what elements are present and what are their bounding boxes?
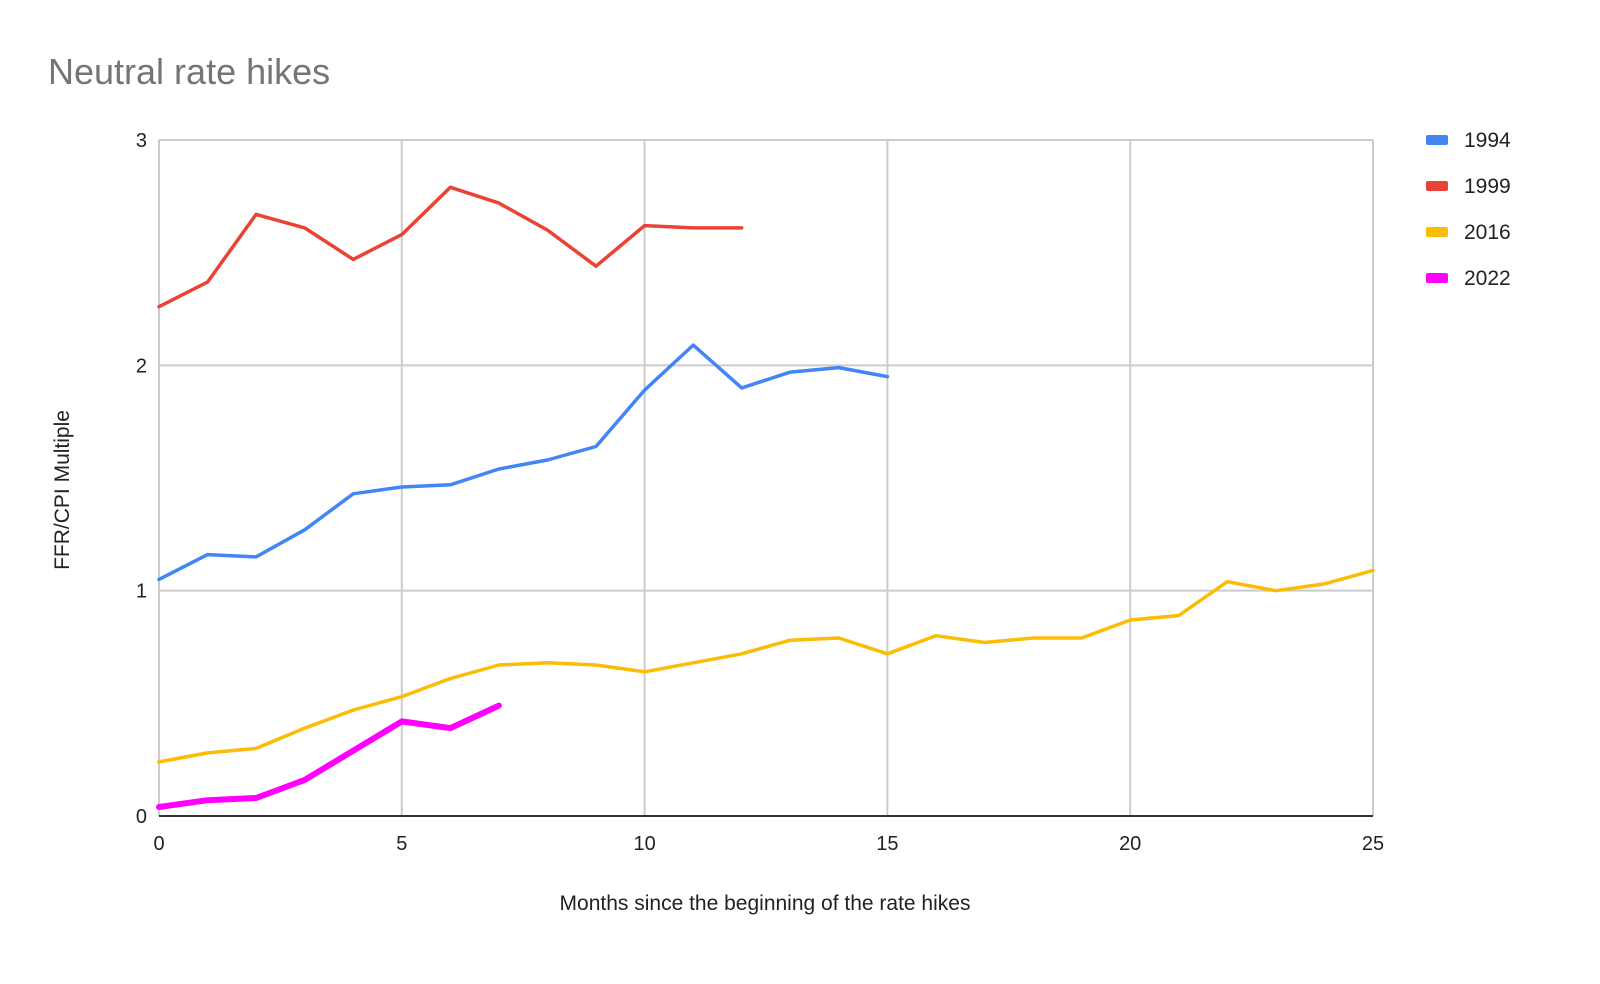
y-tick-label: 3 [136, 130, 147, 152]
y-tick-label: 1 [136, 581, 147, 603]
y-tick-label: 2 [136, 355, 147, 377]
legend-swatch [1426, 273, 1448, 283]
series-2022 [156, 702, 502, 810]
x-axis-label: Months since the beginning of the rate h… [560, 892, 971, 915]
legend-label: 2016 [1464, 221, 1511, 244]
legend-item-1999: 1999 [1426, 175, 1511, 198]
x-tick-label: 20 [1119, 833, 1141, 855]
series-1999 [157, 185, 744, 309]
x-tick-label: 25 [1362, 833, 1384, 855]
legend-label: 1994 [1464, 129, 1511, 152]
legend-swatch [1426, 181, 1448, 191]
legend-item-2016: 2016 [1426, 221, 1511, 244]
legend-item-2022: 2022 [1426, 267, 1511, 290]
chart-title: Neutral rate hikes [48, 51, 330, 92]
x-tick-label: 5 [396, 833, 407, 855]
y-axis-label: FFR/CPI Multiple [51, 410, 74, 570]
axis-layer: 0 5 10 15 20 25 0 1 2 3 [136, 130, 1384, 855]
series-layer [156, 185, 1375, 810]
legend-item-1994: 1994 [1426, 129, 1511, 152]
legend-label: 1999 [1464, 175, 1511, 198]
x-tick-label: 15 [876, 833, 898, 855]
legend: 1994 1999 2016 2022 [1426, 129, 1511, 290]
series-line-1994 [157, 343, 890, 582]
series-line-2016 [157, 568, 1375, 764]
series-1994 [157, 343, 890, 582]
series-2016 [157, 568, 1375, 764]
legend-swatch [1426, 227, 1448, 237]
legend-swatch [1426, 135, 1448, 145]
y-tick-label: 0 [136, 806, 147, 828]
legend-label: 2022 [1464, 267, 1511, 290]
x-tick-label: 10 [633, 833, 655, 855]
grid-layer [158, 139, 1374, 816]
x-tick-label: 0 [153, 833, 164, 855]
series-line-2022 [156, 702, 502, 810]
series-line-1999 [157, 185, 744, 309]
